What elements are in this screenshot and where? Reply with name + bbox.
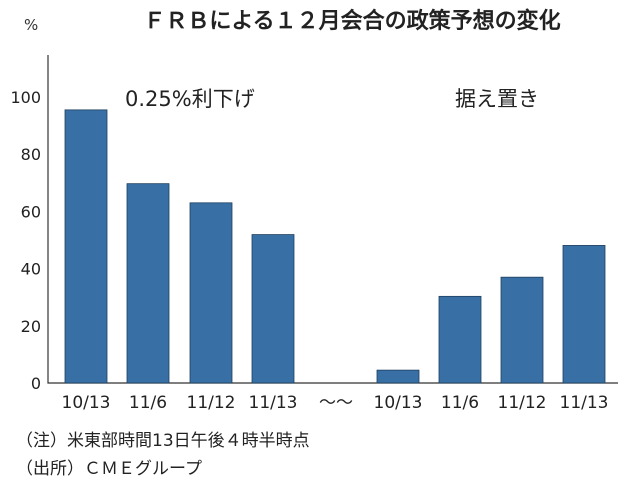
note-text: （注）米東部時間13日午後４時半時点 <box>16 431 310 451</box>
chart-axes <box>47 55 618 384</box>
source-text: （出所）ＣＭＥグループ <box>16 459 202 479</box>
bar <box>562 245 606 384</box>
x-category-label: 11/13 <box>249 393 298 413</box>
bar <box>251 234 295 384</box>
y-tick-label: 40 <box>21 260 41 279</box>
bar <box>64 109 108 384</box>
bar <box>500 276 544 384</box>
y-tick-group: 0 20 40 60 80 100 <box>10 88 41 393</box>
x-category-label: 11/6 <box>129 393 167 413</box>
category-label-group: 10/13 11/6 11/12 11/13 10/13 11/6 11/12 11/13 <box>62 393 609 413</box>
x-category-label: 11/12 <box>498 393 547 413</box>
x-category-label: 11/13 <box>560 393 609 413</box>
y-tick-label: 20 <box>21 317 41 336</box>
x-category-label: 10/13 <box>374 393 423 413</box>
y-tick-label: 0 <box>31 374 41 393</box>
y-tick-label: 80 <box>21 145 41 164</box>
series-label-hold: 据え置き <box>455 87 539 111</box>
y-axis-unit: % <box>24 16 38 34</box>
bar <box>126 183 170 384</box>
y-tick-label: 100 <box>10 88 41 107</box>
x-category-label: 10/13 <box>62 393 111 413</box>
bar <box>438 295 482 384</box>
series-label-rate-cut: 0.25%利下げ <box>125 87 255 111</box>
bar <box>376 369 420 384</box>
bar <box>189 202 233 384</box>
x-category-label: 11/12 <box>187 393 236 413</box>
x-category-label: 11/6 <box>441 393 479 413</box>
chart-title: ＦＲＢによる１２月会合の政策予想の変化 <box>143 8 560 34</box>
y-tick-label: 60 <box>21 202 41 221</box>
bar-group <box>64 109 606 384</box>
axis-gap-label: ～～ <box>319 393 353 413</box>
